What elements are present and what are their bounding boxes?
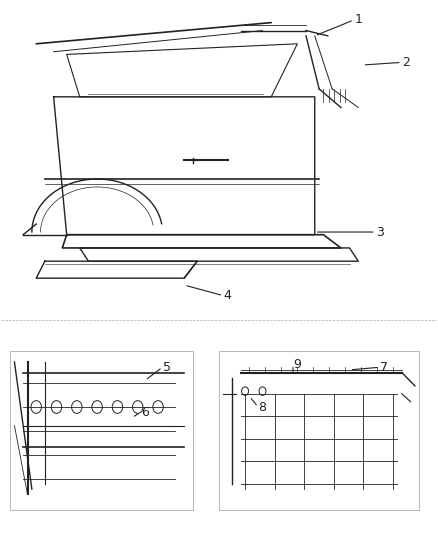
Text: 6: 6 — [141, 406, 149, 419]
FancyBboxPatch shape — [10, 351, 193, 511]
FancyBboxPatch shape — [219, 351, 419, 511]
Text: 3: 3 — [376, 225, 384, 239]
Text: 9: 9 — [293, 358, 301, 371]
Text: 5: 5 — [163, 361, 171, 374]
Text: 8: 8 — [258, 400, 266, 414]
Text: 2: 2 — [402, 56, 410, 69]
Text: 4: 4 — [224, 289, 232, 302]
Text: 7: 7 — [380, 361, 389, 374]
Text: 1: 1 — [354, 13, 362, 27]
